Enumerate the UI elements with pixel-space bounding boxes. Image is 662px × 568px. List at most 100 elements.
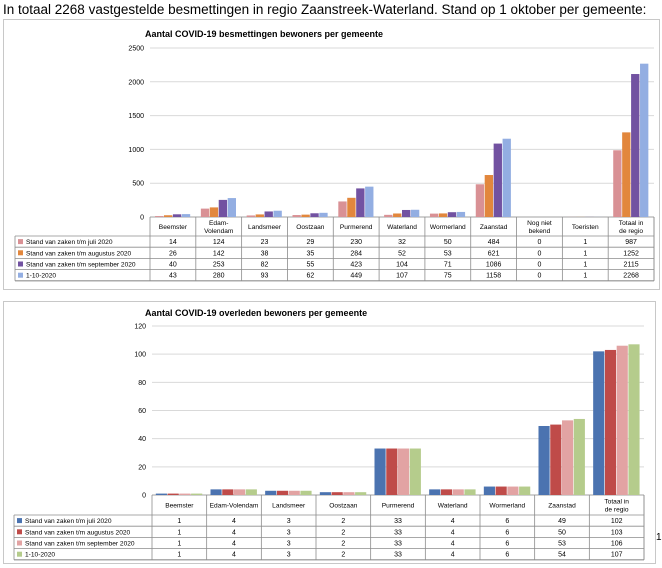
bar-beemster-series-1	[155, 216, 163, 217]
bar-beemster-series-3	[173, 214, 181, 217]
data-value: 284	[350, 250, 362, 257]
legend-label: Stand van zaken t/m september 2020	[25, 541, 135, 548]
data-value: 4	[232, 552, 236, 559]
data-value: 3	[287, 552, 291, 559]
category-label: Edam-Volendam	[210, 503, 259, 510]
category-label: de regio	[619, 228, 643, 235]
bar-waterland-series-2	[393, 213, 401, 217]
legend-label: Stand van zaken t/m september 2020	[26, 262, 136, 269]
data-value: 4	[451, 518, 455, 525]
legend-swatch	[17, 541, 22, 546]
data-value: 107	[396, 273, 408, 280]
legend-swatch	[18, 239, 23, 244]
data-value: 50	[558, 529, 566, 536]
bar-oostzaan-series-4	[319, 213, 327, 217]
y-tick-label: 500	[132, 181, 144, 188]
data-value: 1	[177, 518, 181, 525]
data-value: 82	[261, 262, 269, 269]
deaths-chart-svg: Aantal COVID-19 overleden bewoners per g…	[4, 302, 655, 563]
data-value: 49	[558, 518, 566, 525]
data-value: 62	[306, 273, 314, 280]
bar-purmerend-series-3	[398, 449, 409, 495]
y-tick-label: 2000	[128, 79, 144, 86]
data-value: 0	[538, 273, 542, 280]
bar-totaal-in-de-regio-series-4	[628, 344, 639, 495]
category-label: Landsmeer	[272, 503, 306, 510]
bar-landsmeer-series-3	[265, 211, 273, 217]
infections-chart-svg: Aantal COVID-19 besmettingen bewoners pe…	[4, 20, 659, 289]
data-value: 0	[538, 239, 542, 246]
category-label: Zaanstad	[548, 503, 576, 510]
data-value: 55	[306, 262, 314, 269]
category-label: Landsmeer	[248, 224, 282, 231]
bar-oostzaan-series-4	[355, 492, 366, 495]
category-label: Totaal in	[604, 499, 629, 506]
bar-waterland-series-3	[402, 210, 410, 217]
chart-title: Aantal COVID-19 overleden bewoners per g…	[145, 308, 367, 318]
data-value: 0	[538, 262, 542, 269]
bar-totaal-in-de-regio-series-3	[631, 74, 639, 217]
bar-edam-volendam-series-2	[222, 489, 233, 495]
data-value: 102	[611, 518, 623, 525]
y-tick-label: 1500	[128, 113, 144, 120]
data-value: 38	[261, 250, 269, 257]
bar-waterland-series-1	[384, 215, 392, 217]
data-value: 35	[306, 250, 314, 257]
data-value: 3	[287, 518, 291, 525]
data-value: 6	[505, 541, 509, 548]
legend-label: 1-10-2020	[26, 273, 56, 280]
stray-page-mark: 1	[656, 532, 662, 543]
data-value: 2115	[624, 262, 639, 269]
category-label: Beemster	[165, 503, 194, 510]
bar-oostzaan-series-3	[343, 492, 354, 495]
bar-purmerend-series-2	[386, 449, 397, 495]
bar-landsmeer-series-2	[256, 214, 264, 217]
data-value: 14	[169, 239, 177, 246]
y-tick-label: 80	[138, 380, 146, 387]
bar-totaal-in-de-regio-series-4	[640, 64, 648, 217]
bar-beemster-series-1	[156, 494, 167, 495]
data-value: 1158	[486, 273, 501, 280]
y-tick-label: 1000	[128, 147, 144, 154]
data-value: 1	[177, 552, 181, 559]
bar-waterland-series-2	[441, 489, 452, 495]
data-value: 33	[394, 529, 402, 536]
category-label: Oostzaan	[329, 503, 358, 510]
legend-swatch	[18, 273, 23, 278]
bar-wormerland-series-3	[448, 212, 456, 217]
data-value: 2268	[623, 273, 639, 280]
data-value: 33	[394, 552, 402, 559]
data-value: 2	[341, 552, 345, 559]
data-value: 1	[583, 250, 587, 257]
data-value: 40	[169, 262, 177, 269]
bar-purmerend-series-2	[347, 198, 355, 217]
y-tick-label: 60	[138, 408, 146, 415]
y-tick-label: 120	[134, 324, 146, 331]
data-value: 3	[287, 529, 291, 536]
bar-wormerland-series-1	[484, 487, 495, 495]
data-value: 6	[505, 518, 509, 525]
chart-title: Aantal COVID-19 besmettingen bewoners pe…	[145, 29, 383, 39]
data-value: 142	[213, 250, 225, 257]
category-label: Zaanstad	[480, 224, 508, 231]
data-value: 621	[488, 250, 500, 257]
data-value: 93	[261, 273, 269, 280]
data-value: 4	[232, 518, 236, 525]
legend-label: Stand van zaken t/m augustus 2020	[25, 529, 131, 536]
bar-totaal-in-de-regio-series-2	[622, 132, 630, 217]
bar-wormerland-series-1	[430, 214, 438, 217]
data-value: 2	[341, 541, 345, 548]
data-value: 50	[444, 239, 452, 246]
bar-oostzaan-series-1	[320, 492, 331, 495]
data-value: 4	[451, 552, 455, 559]
bar-landsmeer-series-3	[289, 491, 300, 495]
bar-beemster-series-2	[164, 215, 172, 217]
data-value: 1086	[486, 262, 502, 269]
bar-totaal-in-de-regio-series-1	[593, 351, 604, 495]
data-value: 26	[169, 250, 177, 257]
bar-wormerland-series-3	[507, 487, 518, 495]
bar-zaanstad-series-2	[550, 425, 561, 495]
bar-edam-volendam-series-4	[228, 198, 236, 217]
bar-zaanstad-series-3	[494, 144, 502, 217]
data-value: 75	[444, 273, 452, 280]
